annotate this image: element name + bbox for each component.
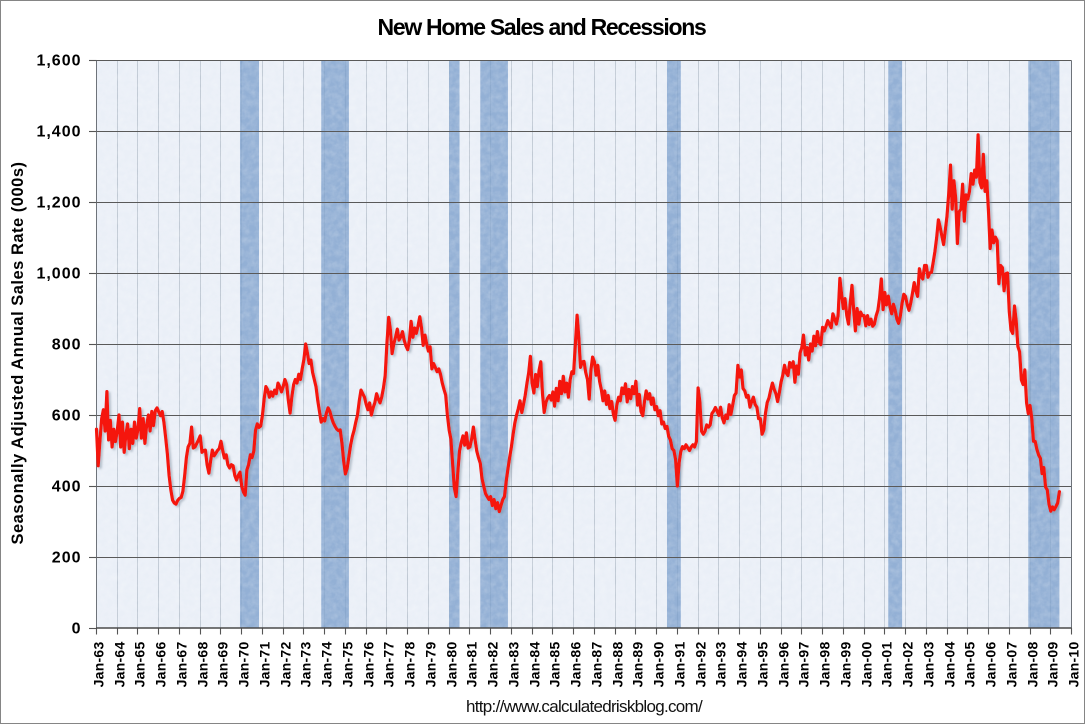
- svg-text:Jan-02: Jan-02: [900, 642, 916, 688]
- svg-text:Jan-07: Jan-07: [1004, 642, 1020, 688]
- svg-text:Jan-89: Jan-89: [630, 642, 646, 688]
- svg-text:Jan-93: Jan-93: [713, 642, 729, 688]
- svg-text:Jan-80: Jan-80: [444, 642, 460, 688]
- svg-text:Jan-06: Jan-06: [983, 642, 999, 688]
- svg-text:Jan-10: Jan-10: [1066, 642, 1082, 688]
- svg-text:Jan-94: Jan-94: [734, 642, 750, 688]
- svg-text:Jan-73: Jan-73: [298, 642, 314, 688]
- svg-text:Jan-05: Jan-05: [962, 642, 978, 688]
- svg-text:800: 800: [52, 337, 82, 354]
- svg-text:Seasonally Adjusted Annual Sal: Seasonally Adjusted Annual Sales Rate (0…: [9, 162, 27, 545]
- svg-text:400: 400: [52, 479, 82, 496]
- svg-text:Jan-87: Jan-87: [589, 642, 605, 688]
- svg-text:Jan-63: Jan-63: [91, 642, 107, 688]
- svg-text:Jan-88: Jan-88: [610, 642, 626, 688]
- svg-text:Jan-68: Jan-68: [195, 642, 211, 688]
- svg-text:Jan-82: Jan-82: [485, 642, 501, 688]
- svg-text:Jan-08: Jan-08: [1025, 642, 1041, 688]
- svg-text:Jan-76: Jan-76: [361, 642, 377, 688]
- svg-text:Jan-83: Jan-83: [506, 642, 522, 688]
- svg-text:Jan-99: Jan-99: [838, 642, 854, 688]
- svg-text:Jan-86: Jan-86: [568, 642, 584, 688]
- svg-text:Jan-03: Jan-03: [921, 642, 937, 688]
- svg-text:Jan-65: Jan-65: [132, 642, 148, 688]
- svg-text:Jan-92: Jan-92: [693, 642, 709, 688]
- svg-text:http://www.calculatedriskblog.: http://www.calculatedriskblog.com/: [466, 697, 703, 716]
- svg-text:600: 600: [52, 408, 82, 425]
- svg-text:New Home Sales and Recessions: New Home Sales and Recessions: [378, 14, 706, 40]
- svg-text:Jan-64: Jan-64: [112, 642, 128, 688]
- svg-text:Jan-79: Jan-79: [423, 642, 439, 688]
- svg-text:Jan-84: Jan-84: [527, 642, 543, 688]
- svg-text:Jan-78: Jan-78: [402, 642, 418, 688]
- svg-text:Jan-97: Jan-97: [796, 642, 812, 688]
- svg-text:Jan-04: Jan-04: [942, 642, 958, 688]
- svg-text:Jan-09: Jan-09: [1045, 642, 1061, 688]
- svg-text:0: 0: [72, 621, 82, 638]
- svg-text:Jan-75: Jan-75: [340, 642, 356, 688]
- svg-text:Jan-90: Jan-90: [651, 642, 667, 688]
- svg-text:Jan-72: Jan-72: [278, 642, 294, 688]
- svg-text:Jan-70: Jan-70: [236, 642, 252, 688]
- svg-text:1,200: 1,200: [36, 195, 81, 212]
- svg-text:Jan-67: Jan-67: [174, 642, 190, 688]
- svg-text:Jan-66: Jan-66: [153, 642, 169, 688]
- svg-text:Jan-71: Jan-71: [257, 642, 273, 688]
- svg-text:1,000: 1,000: [36, 266, 81, 283]
- svg-text:Jan-81: Jan-81: [464, 642, 480, 688]
- svg-text:Jan-95: Jan-95: [755, 642, 771, 688]
- svg-text:Jan-00: Jan-00: [859, 642, 875, 688]
- svg-text:Jan-77: Jan-77: [381, 642, 397, 688]
- svg-text:Jan-85: Jan-85: [547, 642, 563, 688]
- svg-text:Jan-74: Jan-74: [319, 642, 335, 688]
- svg-text:1,400: 1,400: [36, 124, 81, 141]
- svg-text:Jan-91: Jan-91: [672, 642, 688, 688]
- svg-text:1,600: 1,600: [36, 53, 81, 70]
- svg-text:Jan-96: Jan-96: [776, 642, 792, 688]
- svg-text:Jan-69: Jan-69: [215, 642, 231, 688]
- svg-text:200: 200: [52, 550, 82, 567]
- svg-text:Jan-98: Jan-98: [817, 642, 833, 688]
- svg-text:Jan-01: Jan-01: [879, 642, 895, 688]
